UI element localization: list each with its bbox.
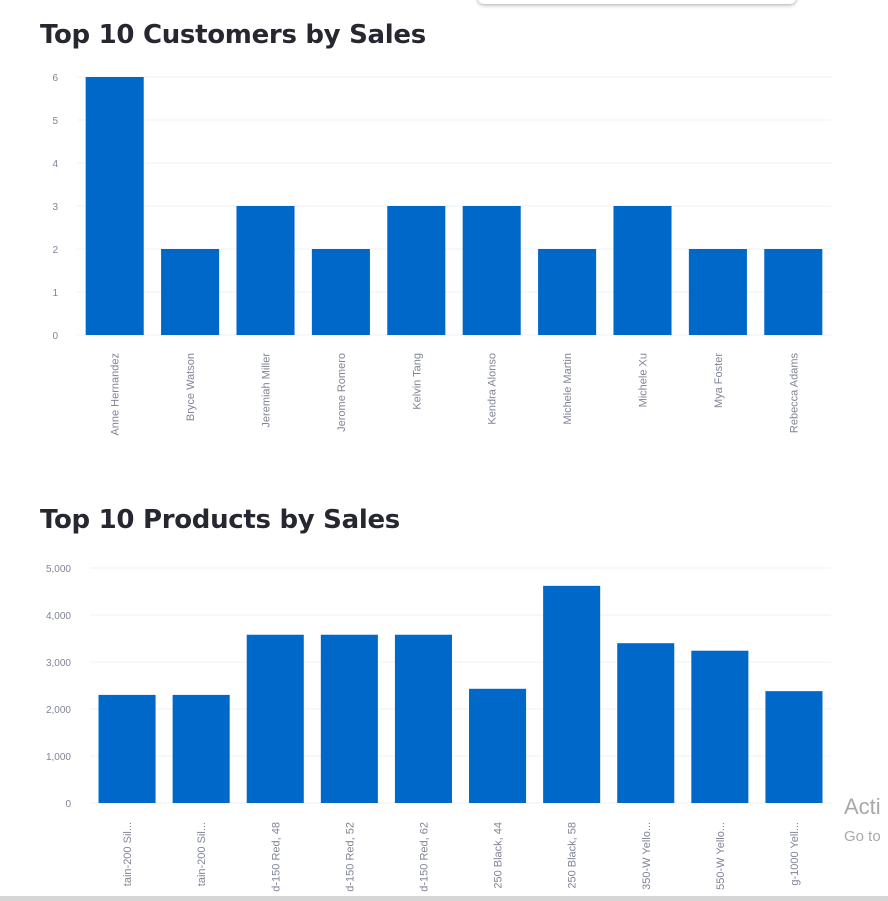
products-bar[interactable] <box>320 634 378 803</box>
products-y-tick-label: 2,000 <box>46 705 71 716</box>
products-bar[interactable] <box>394 634 452 803</box>
customers-bar[interactable] <box>387 206 446 335</box>
products-y-tick-label: 0 <box>65 799 71 810</box>
products-bar[interactable] <box>98 694 156 803</box>
products-x-tick-label: g-1000 Yell... <box>789 822 801 886</box>
products-x-tick-label: d-150 Red, 62 <box>418 822 430 892</box>
products-x-tick-label: 250 Black, 58 <box>567 822 579 889</box>
customers-x-tick-label: Jeremiah Miller <box>261 353 273 428</box>
customers-x-tick-label: Bryce Watson <box>185 353 197 421</box>
customers-x-tick-label: Michele Xu <box>638 353 650 407</box>
customers-y-tick-label: 1 <box>52 288 58 299</box>
activate-windows-watermark: Acti <box>844 794 881 819</box>
customers-bar[interactable] <box>613 206 672 335</box>
customers-bar[interactable] <box>688 249 747 335</box>
products-bar[interactable] <box>469 688 527 803</box>
products-x-tick-label: 250 Black, 44 <box>493 822 505 889</box>
products-bar-chart: 0 1,000 2,000 3,000 4,000 5,000 tain-200 Sil..… <box>46 564 831 892</box>
products-x-tick-label: d-150 Red, 48 <box>270 822 282 892</box>
customers-x-tick-label: Anne Hernandez <box>110 353 122 436</box>
products-x-tick-label: tain-200 Sil... <box>122 822 134 886</box>
products-x-tick-label: 550-W Yello... <box>715 822 727 890</box>
customers-y-tick-label: 3 <box>52 202 58 213</box>
customers-x-tick-label: Mya Foster <box>713 353 725 408</box>
products-x-tick-label: 350-W Yello... <box>641 822 653 890</box>
products-y-tick-label: 1,000 <box>46 752 71 763</box>
customers-chart-title: Top 10 Customers by Sales <box>40 20 426 50</box>
customers-x-tick-label: Kendra Alonso <box>487 353 499 425</box>
customers-x-tick-label: Kelvin Tang <box>411 353 423 410</box>
products-bar[interactable] <box>172 694 230 803</box>
customers-y-tick-label: 4 <box>52 159 58 170</box>
customers-bar[interactable] <box>311 249 370 335</box>
products-bar[interactable] <box>246 634 304 803</box>
customers-y-tick-label: 5 <box>52 116 58 127</box>
horizontal-scrollbar[interactable] <box>0 896 888 901</box>
customers-bar[interactable] <box>764 249 823 335</box>
customers-bar-chart: 0 1 2 3 4 5 6 Anne Hernandez Bryce Watson Jeremia… <box>52 73 831 436</box>
products-bar[interactable] <box>543 585 601 803</box>
customers-y-tick-label: 6 <box>52 73 58 84</box>
products-y-tick-label: 3,000 <box>46 658 71 669</box>
products-bar[interactable] <box>691 650 749 803</box>
customers-y-tick-label: 2 <box>52 245 58 256</box>
customers-bar[interactable] <box>462 206 521 335</box>
products-x-tick-label: tain-200 Sil... <box>196 822 208 886</box>
customers-x-tick-label: Rebecca Adams <box>788 353 800 434</box>
products-chart-title: Top 10 Products by Sales <box>40 505 400 535</box>
products-bar[interactable] <box>765 691 823 803</box>
products-bar[interactable] <box>617 643 675 803</box>
customers-bar[interactable] <box>85 77 144 335</box>
products-y-tick-label: 4,000 <box>46 611 71 622</box>
products-y-tick-label: 5,000 <box>46 564 71 575</box>
customers-x-tick-label: Michele Martin <box>562 353 574 425</box>
customers-bar[interactable] <box>538 249 597 335</box>
customers-y-tick-label: 0 <box>52 331 58 342</box>
popover-edge <box>478 0 796 4</box>
products-x-tick-label: d-150 Red, 52 <box>344 822 356 892</box>
activate-windows-hint: Go to <box>844 828 881 845</box>
customers-bar[interactable] <box>236 206 295 335</box>
customers-x-tick-label: Jerome Romero <box>336 353 348 432</box>
customers-bar[interactable] <box>161 249 220 335</box>
